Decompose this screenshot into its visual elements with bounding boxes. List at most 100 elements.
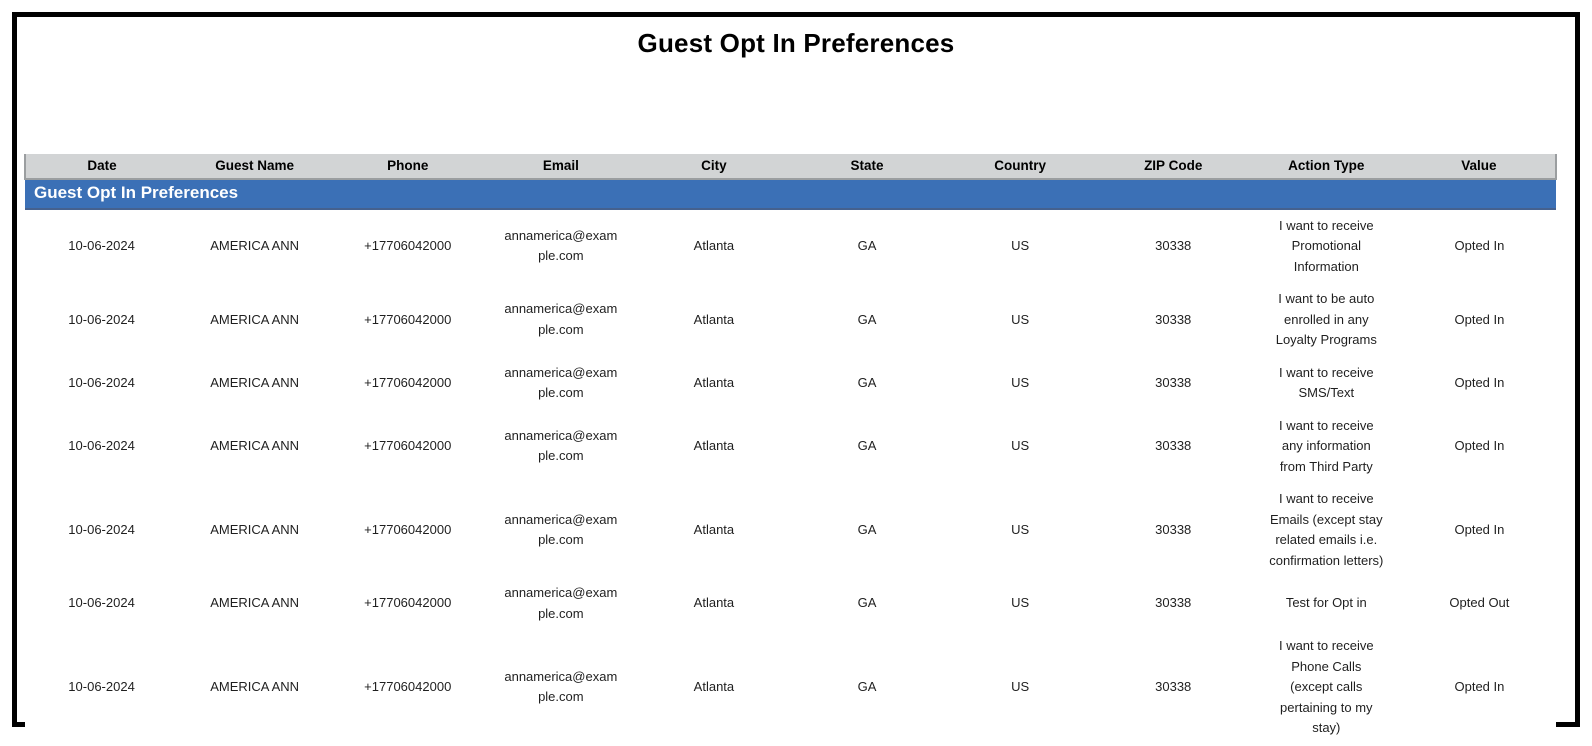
cell-value: Opted Out <box>1402 577 1556 630</box>
cell-email: annamerica@example.com <box>484 208 638 283</box>
page-frame: Guest Opt In Preferences Guest Opt In Pr… <box>12 12 1580 745</box>
cell-country: US <box>943 356 1097 410</box>
cell-state: GA <box>790 283 944 357</box>
cell-action-type: I want to receive Emails (except stay re… <box>1249 483 1403 577</box>
column-header-city: City <box>637 154 791 180</box>
cell-action-type: I want to receive any information from T… <box>1249 409 1403 483</box>
column-header-zip-code: ZIP Code <box>1096 154 1250 180</box>
table-row: 10-06-2024 AMERICA ANN +17706042000 anna… <box>25 483 1556 577</box>
cell-phone: +17706042000 <box>331 483 485 577</box>
column-header-country: Country <box>943 154 1097 180</box>
cell-state: GA <box>790 208 944 283</box>
cell-zip-code: 30338 <box>1096 630 1250 745</box>
page-title: Guest Opt In Preferences <box>637 28 955 58</box>
cell-value: Opted In <box>1402 208 1556 283</box>
cell-zip-code: 30338 <box>1096 409 1250 483</box>
cell-guest-name: AMERICA ANN <box>178 409 332 483</box>
table-row: 10-06-2024 AMERICA ANN +17706042000 anna… <box>25 356 1556 410</box>
table-body: 10-06-2024 AMERICA ANN +17706042000 anna… <box>25 208 1556 745</box>
cell-country: US <box>943 208 1097 283</box>
column-header-email: Email <box>484 154 638 180</box>
cell-date: 10-06-2024 <box>25 208 179 283</box>
cell-city: Atlanta <box>637 630 791 745</box>
cell-date: 10-06-2024 <box>25 483 179 577</box>
cell-action-type: I want to receive Phone Calls (except ca… <box>1249 630 1403 745</box>
cell-date: 10-06-2024 <box>25 356 179 410</box>
cell-date: 10-06-2024 <box>25 283 179 357</box>
cell-value: Opted In <box>1402 356 1556 410</box>
table-row: 10-06-2024 AMERICA ANN +17706042000 anna… <box>25 409 1556 483</box>
cell-city: Atlanta <box>637 283 791 357</box>
table-header-row: Date Guest Name Phone Email City State C… <box>23 154 1558 180</box>
cell-zip-code: 30338 <box>1096 283 1250 357</box>
cell-zip-code: 30338 <box>1096 356 1250 410</box>
cell-email: annamerica@example.com <box>484 409 638 483</box>
table-row: 10-06-2024 AMERICA ANN +17706042000 anna… <box>25 283 1556 357</box>
cell-phone: +17706042000 <box>331 356 485 410</box>
cell-value: Opted In <box>1402 483 1556 577</box>
cell-country: US <box>943 577 1097 630</box>
cell-guest-name: AMERICA ANN <box>178 577 332 630</box>
cell-zip-code: 30338 <box>1096 577 1250 630</box>
cell-country: US <box>943 409 1097 483</box>
cell-guest-name: AMERICA ANN <box>178 356 332 410</box>
table-row: 10-06-2024 AMERICA ANN +17706042000 anna… <box>25 208 1556 283</box>
table-row: 10-06-2024 AMERICA ANN +17706042000 anna… <box>25 577 1556 630</box>
column-header-state: State <box>790 154 944 180</box>
column-header-guest-name: Guest Name <box>178 154 332 180</box>
table-row: 10-06-2024 AMERICA ANN +17706042000 anna… <box>25 630 1556 745</box>
cell-phone: +17706042000 <box>331 409 485 483</box>
opt-in-preferences-table: Guest Opt In Preferences Date Guest Name… <box>23 154 1558 745</box>
cell-country: US <box>943 483 1097 577</box>
cell-email: annamerica@example.com <box>484 630 638 745</box>
cell-value: Opted In <box>1402 630 1556 745</box>
cell-city: Atlanta <box>637 483 791 577</box>
cell-city: Atlanta <box>637 577 791 630</box>
cell-zip-code: 30338 <box>1096 483 1250 577</box>
cell-city: Atlanta <box>637 409 791 483</box>
cell-guest-name: AMERICA ANN <box>178 208 332 283</box>
email-text: annamerica@example.com <box>504 585 618 621</box>
cell-phone: +17706042000 <box>331 283 485 357</box>
cell-date: 10-06-2024 <box>25 409 179 483</box>
cell-guest-name: AMERICA ANN <box>178 630 332 745</box>
table-band: Guest Opt In Preferences <box>25 178 1556 210</box>
email-text: annamerica@example.com <box>504 427 618 464</box>
email-text: annamerica@example.com <box>504 364 618 401</box>
column-header-phone: Phone <box>331 154 485 180</box>
cell-state: GA <box>790 409 944 483</box>
cell-date: 10-06-2024 <box>25 630 179 745</box>
cell-action-type: I want to be auto enrolled in any Loyalt… <box>1249 283 1403 357</box>
cell-email: annamerica@example.com <box>484 356 638 410</box>
cell-value: Opted In <box>1402 283 1556 357</box>
cell-email: annamerica@example.com <box>484 483 638 577</box>
cell-phone: +17706042000 <box>331 208 485 283</box>
cell-city: Atlanta <box>637 356 791 410</box>
cell-state: GA <box>790 483 944 577</box>
cell-guest-name: AMERICA ANN <box>178 283 332 357</box>
cell-email: annamerica@example.com <box>484 283 638 357</box>
table-band-title: Guest Opt In Preferences <box>25 178 1556 210</box>
cell-state: GA <box>790 577 944 630</box>
cell-state: GA <box>790 356 944 410</box>
cell-city: Atlanta <box>637 208 791 283</box>
cell-value: Opted In <box>1402 409 1556 483</box>
email-text: annamerica@example.com <box>504 668 618 705</box>
cell-action-type: Test for Opt in <box>1249 577 1403 630</box>
cell-phone: +17706042000 <box>331 630 485 745</box>
cell-action-type: I want to receive SMS/Text <box>1249 356 1403 410</box>
cell-country: US <box>943 283 1097 357</box>
email-text: annamerica@example.com <box>504 511 618 548</box>
cell-email: annamerica@example.com <box>484 577 638 630</box>
cell-zip-code: 30338 <box>1096 208 1250 283</box>
cell-guest-name: AMERICA ANN <box>178 483 332 577</box>
cell-country: US <box>943 630 1097 745</box>
column-header-value: Value <box>1402 154 1558 180</box>
email-text: annamerica@example.com <box>504 301 618 337</box>
column-header-action-type: Action Type <box>1249 154 1403 180</box>
cell-state: GA <box>790 630 944 745</box>
email-text: annamerica@example.com <box>504 227 618 264</box>
cell-date: 10-06-2024 <box>25 577 179 630</box>
column-header-date: Date <box>23 154 179 180</box>
